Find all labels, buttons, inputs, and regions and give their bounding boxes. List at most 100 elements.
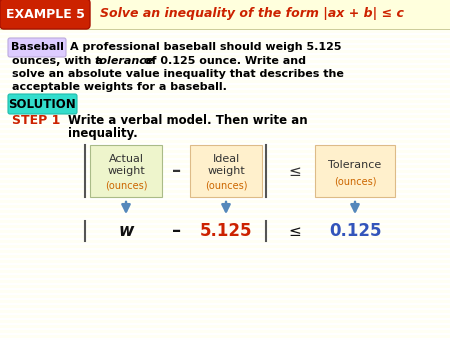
Bar — [0, 216, 450, 219]
Bar — [0, 150, 450, 152]
Text: Write a verbal model. Then write an: Write a verbal model. Then write an — [68, 114, 308, 126]
Bar — [0, 192, 450, 195]
Text: (ounces): (ounces) — [205, 180, 247, 190]
Bar — [0, 144, 450, 147]
Bar — [0, 72, 450, 75]
Bar — [0, 170, 450, 172]
Bar — [0, 270, 450, 272]
Bar — [0, 270, 450, 273]
Bar — [0, 130, 450, 132]
Text: Ideal: Ideal — [212, 154, 239, 164]
Bar — [0, 135, 450, 138]
Text: w: w — [118, 222, 134, 240]
Text: SOLUTION: SOLUTION — [8, 97, 76, 111]
Bar — [0, 264, 450, 267]
Bar — [0, 250, 450, 252]
Bar — [0, 30, 450, 33]
Bar — [0, 140, 450, 143]
Bar — [0, 65, 450, 68]
Bar — [0, 156, 450, 159]
Bar — [0, 115, 450, 118]
Bar — [0, 336, 450, 338]
Bar — [0, 48, 450, 51]
Bar — [0, 300, 450, 303]
Bar — [0, 12, 450, 15]
Bar — [0, 315, 450, 317]
Bar — [0, 40, 450, 43]
Bar — [0, 330, 450, 333]
Text: Tolerance: Tolerance — [328, 160, 382, 170]
Text: acceptable weights for a baseball.: acceptable weights for a baseball. — [12, 82, 227, 92]
Bar — [0, 330, 450, 333]
Bar — [0, 280, 450, 283]
Bar — [0, 78, 450, 81]
Text: Solve an inequality of the form |ax + b| ≤ c: Solve an inequality of the form |ax + b|… — [100, 7, 404, 21]
Bar — [0, 80, 450, 82]
Bar — [0, 210, 450, 213]
Text: Baseball: Baseball — [10, 43, 63, 52]
Bar — [0, 55, 450, 57]
Bar — [0, 290, 450, 292]
Bar — [0, 90, 450, 93]
Text: Actual: Actual — [108, 154, 144, 164]
Bar — [0, 50, 450, 52]
Bar — [0, 120, 450, 122]
FancyBboxPatch shape — [0, 0, 90, 29]
Bar — [0, 288, 450, 291]
Bar — [0, 222, 450, 225]
Bar — [0, 138, 450, 141]
Bar — [0, 306, 450, 309]
Bar — [190, 145, 262, 197]
Bar — [0, 102, 450, 105]
Bar — [0, 114, 450, 117]
Bar — [0, 220, 450, 222]
Bar — [0, 295, 450, 297]
Bar — [0, 275, 450, 277]
Bar — [0, 36, 450, 39]
Bar — [0, 175, 450, 177]
Text: solve an absolute value inequality that describes the: solve an absolute value inequality that … — [12, 69, 344, 79]
Bar — [0, 285, 450, 288]
Bar — [0, 125, 450, 127]
Text: ounces, with a: ounces, with a — [12, 56, 107, 66]
Bar — [0, 260, 450, 263]
Bar — [0, 276, 450, 279]
Bar — [0, 54, 450, 57]
Bar — [0, 162, 450, 165]
Bar — [0, 42, 450, 45]
Bar — [0, 85, 450, 88]
Bar — [0, 95, 450, 97]
Bar — [0, 305, 450, 308]
Bar — [0, 90, 450, 93]
Bar — [0, 318, 450, 321]
Bar — [0, 165, 450, 168]
Text: STEP 1: STEP 1 — [12, 114, 60, 126]
Text: tolerance: tolerance — [95, 56, 154, 66]
Bar — [0, 180, 450, 183]
Bar — [0, 96, 450, 99]
Text: ≤: ≤ — [288, 223, 302, 239]
Bar — [0, 108, 450, 111]
Bar — [0, 185, 450, 188]
Bar — [0, 225, 450, 227]
Bar — [0, 258, 450, 261]
Text: 5.125: 5.125 — [200, 222, 252, 240]
Bar — [0, 310, 450, 313]
Text: inequality.: inequality. — [68, 126, 138, 140]
Bar — [0, 150, 450, 153]
Bar — [0, 186, 450, 189]
Bar — [0, 105, 450, 107]
Bar — [0, 200, 450, 202]
Bar — [0, 132, 450, 135]
Bar — [0, 228, 450, 231]
Bar — [0, 204, 450, 207]
Bar — [0, 35, 450, 38]
Bar — [0, 0, 450, 30]
Bar — [0, 6, 450, 9]
Bar — [0, 255, 450, 258]
Bar — [0, 252, 450, 255]
Bar — [90, 145, 162, 197]
Text: (ounces): (ounces) — [105, 180, 147, 190]
Bar — [0, 190, 450, 193]
Text: weight: weight — [207, 166, 245, 176]
